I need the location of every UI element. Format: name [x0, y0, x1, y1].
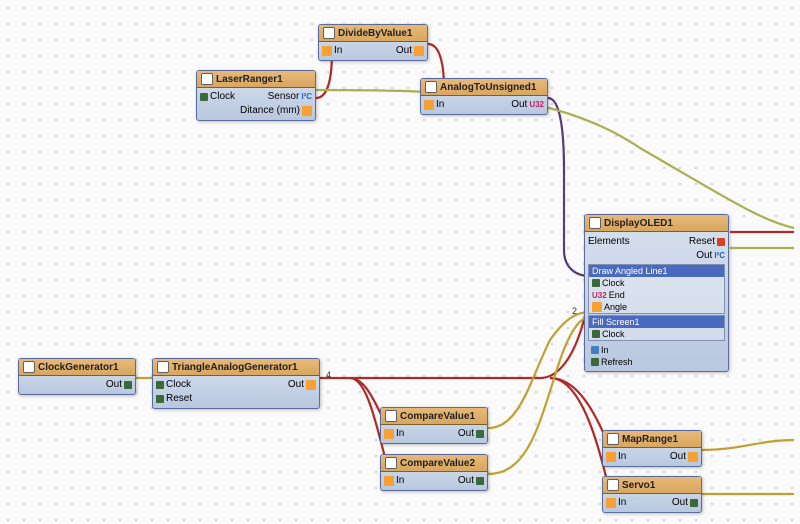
compare-icon: [385, 410, 397, 422]
node-divide-by-value[interactable]: DivideByValue1 In Out: [318, 24, 428, 61]
port-label: Out: [106, 379, 122, 391]
port-label: Out: [458, 428, 474, 440]
port-label: Out: [670, 451, 686, 463]
clock-label: Clock: [602, 278, 625, 288]
node-analog-to-unsigned[interactable]: AnalogToUnsigned1 In OutU32: [420, 78, 548, 115]
port-label: In: [334, 45, 342, 57]
servo-icon: [607, 479, 619, 491]
node-title: DisplayOLED1: [604, 218, 673, 229]
wire-count-tag: 2: [572, 306, 577, 316]
port-label: Out: [458, 475, 474, 487]
node-title: LaserRanger1: [216, 74, 283, 85]
port-label: Ditance (mm): [240, 105, 300, 117]
in-label: In: [601, 345, 609, 355]
node-compare-value-1[interactable]: CompareValue1 In Out: [380, 407, 488, 444]
wire-count-tag: 4: [326, 370, 331, 380]
node-servo[interactable]: Servo1 In Out: [602, 476, 702, 513]
node-title: AnalogToUnsigned1: [440, 82, 536, 93]
port-label: In: [618, 451, 626, 463]
node-title: ClockGenerator1: [38, 362, 119, 373]
fill-screen-label: Fill Screen1: [589, 316, 724, 328]
end-label: End: [609, 290, 625, 300]
compare-icon: [385, 457, 397, 469]
node-title: CompareValue1: [400, 411, 475, 422]
port-label: Out: [672, 497, 688, 509]
node-title: DivideByValue1: [338, 28, 412, 39]
port-label: Out: [511, 99, 527, 111]
node-display-oled[interactable]: DisplayOLED1 Elements Reset OutI²C Draw …: [584, 214, 729, 372]
node-compare-value-2[interactable]: CompareValue2 In Out: [380, 454, 488, 491]
diagram-canvas[interactable]: LaserRanger1 Clock SensorI²C Ditance (mm…: [0, 0, 800, 524]
node-title: Servo1: [622, 480, 655, 491]
reset-label: Reset: [689, 236, 715, 248]
clock-gen-icon: [23, 361, 35, 373]
sensor-icon: [201, 73, 213, 85]
node-title: CompareValue2: [400, 458, 475, 469]
port-label: Clock: [210, 91, 235, 103]
port-label: In: [396, 475, 404, 487]
convert-icon: [425, 81, 437, 93]
port-label: In: [396, 428, 404, 440]
out-label: Out: [696, 250, 712, 262]
node-clock-generator[interactable]: ClockGenerator1 Out: [18, 358, 136, 395]
node-triangle-generator[interactable]: TriangleAnalogGenerator1 Clock Out Reset: [152, 358, 320, 409]
elements-label: Elements: [588, 236, 630, 248]
angled-line-label: Draw Angled Line1: [589, 265, 724, 277]
port-label: Sensor: [268, 91, 300, 103]
node-map-range[interactable]: MapRange1 In Out: [602, 430, 702, 467]
angle-label: Angle: [604, 302, 627, 312]
node-title: MapRange1: [622, 434, 678, 445]
port-label: In: [436, 99, 444, 111]
triangle-icon: [157, 361, 169, 373]
clock-label: Clock: [602, 329, 625, 339]
port-label: Reset: [166, 393, 192, 405]
map-icon: [607, 433, 619, 445]
port-label: Clock: [166, 379, 191, 391]
refresh-label: Refresh: [601, 357, 633, 367]
divide-icon: [323, 27, 335, 39]
port-label: In: [618, 497, 626, 509]
port-label: Out: [288, 379, 304, 391]
node-laser-ranger[interactable]: LaserRanger1 Clock SensorI²C Ditance (mm…: [196, 70, 316, 121]
display-icon: [589, 217, 601, 229]
port-label: Out: [396, 45, 412, 57]
node-title: TriangleAnalogGenerator1: [172, 362, 298, 373]
